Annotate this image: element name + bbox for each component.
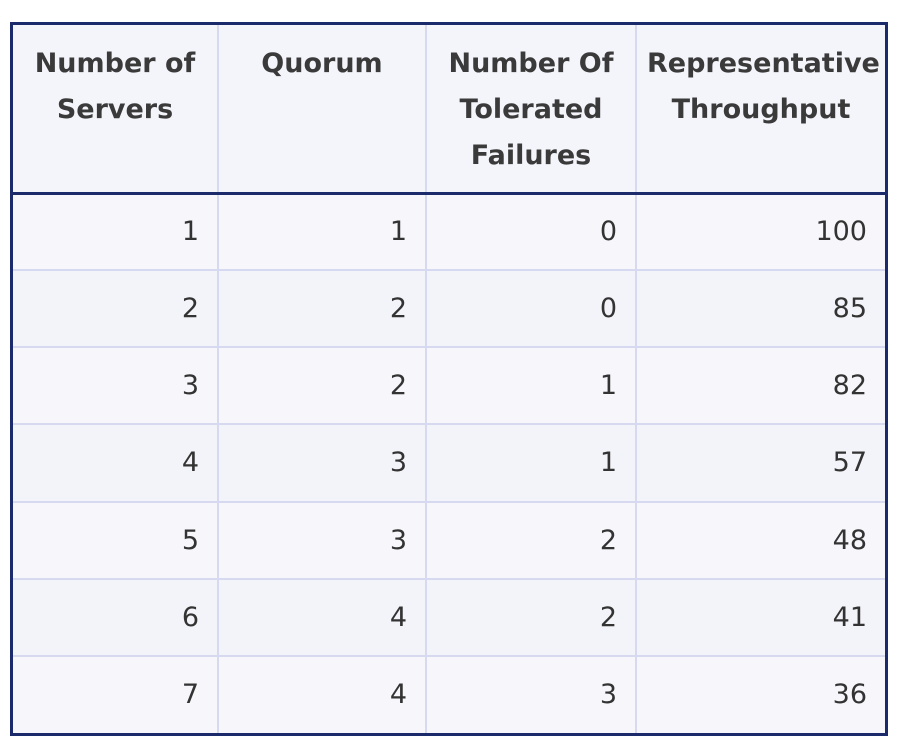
header-representative-throughput: Representative Throughput xyxy=(636,25,885,195)
cell-throughput: 100 xyxy=(636,193,885,272)
table-row: 3 2 1 82 xyxy=(13,347,885,426)
header-row: Number of Servers Quorum Number Of Toler… xyxy=(13,25,885,195)
cell-throughput: 82 xyxy=(636,347,885,426)
table-row: 2 2 0 85 xyxy=(13,270,885,349)
cell-tolerated-failures: 3 xyxy=(426,655,637,733)
cell-quorum: 2 xyxy=(218,347,427,426)
cell-quorum: 1 xyxy=(218,193,427,272)
cell-tolerated-failures: 1 xyxy=(426,347,637,426)
cell-servers: 6 xyxy=(13,578,219,657)
data-table-container: Number of Servers Quorum Number Of Toler… xyxy=(10,22,888,736)
cell-quorum: 4 xyxy=(218,655,427,733)
cell-quorum: 2 xyxy=(218,270,427,349)
cell-servers: 4 xyxy=(13,424,219,503)
cell-quorum: 3 xyxy=(218,424,427,503)
header-number-of-servers: Number of Servers xyxy=(13,25,219,195)
cell-throughput: 41 xyxy=(636,578,885,657)
header-quorum: Quorum xyxy=(218,25,427,195)
table-header: Number of Servers Quorum Number Of Toler… xyxy=(13,25,885,195)
cell-quorum: 3 xyxy=(218,501,427,580)
servers-quorum-table: Number of Servers Quorum Number Of Toler… xyxy=(13,25,885,733)
cell-throughput: 57 xyxy=(636,424,885,503)
cell-quorum: 4 xyxy=(218,578,427,657)
cell-tolerated-failures: 0 xyxy=(426,193,637,272)
cell-servers: 2 xyxy=(13,270,219,349)
table-row: 5 3 2 48 xyxy=(13,501,885,580)
table-row: 1 1 0 100 xyxy=(13,193,885,272)
cell-servers: 7 xyxy=(13,655,219,733)
cell-servers: 1 xyxy=(13,193,219,272)
cell-servers: 3 xyxy=(13,347,219,426)
cell-throughput: 85 xyxy=(636,270,885,349)
cell-throughput: 36 xyxy=(832,679,867,711)
cell-tolerated-failures: 1 xyxy=(426,424,637,503)
table-row: 4 3 1 57 xyxy=(13,424,885,503)
cell-tolerated-failures: 2 xyxy=(426,501,637,580)
cell-tolerated-failures: 2 xyxy=(426,578,637,657)
header-number-of-tolerated-failures: Number Of Tolerated Failures xyxy=(426,25,637,195)
cell-tolerated-failures: 0 xyxy=(426,270,637,349)
cell-servers: 5 xyxy=(13,501,219,580)
table-body: 1 1 0 100 2 2 0 85 3 2 1 82 4 3 1 57 xyxy=(13,193,885,733)
table-row: 7 4 3 36 xyxy=(13,655,885,733)
table-row: 6 4 2 41 xyxy=(13,578,885,657)
cell-throughput: 48 xyxy=(636,501,885,580)
